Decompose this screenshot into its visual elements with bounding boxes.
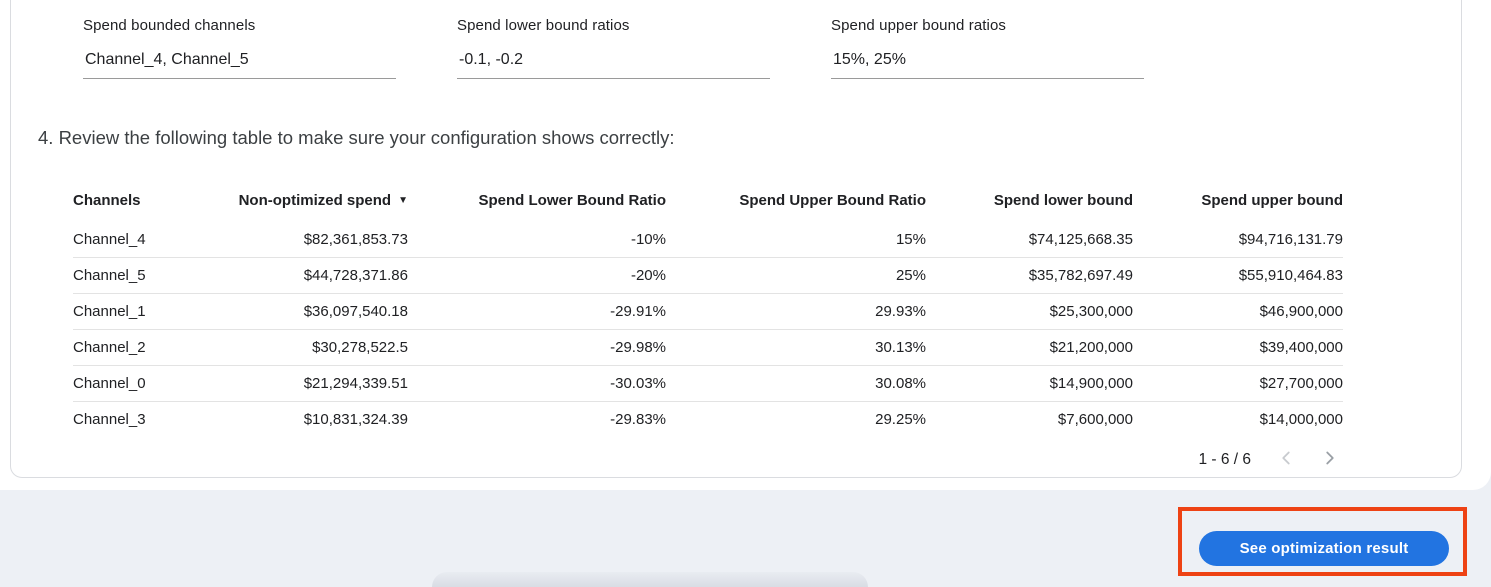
next-page-button[interactable]	[1317, 447, 1343, 473]
table-row: Channel_4 $82,361,853.73 -10% 15% $74,125,66…	[73, 222, 1343, 258]
value-cell: $21,294,339.51	[218, 365, 408, 402]
column-header-spend-lower-bound[interactable]: Spend lower bound	[993, 192, 1133, 209]
table-header-row: Channels Non-optimized spend ▼ Spend Lower …	[73, 186, 1343, 222]
value-cell: $10,831,324.39	[303, 411, 408, 428]
column-header-channels[interactable]: Channels	[73, 192, 141, 209]
value-cell: -29.98%	[408, 329, 666, 366]
channel-name-cell: Channel_4	[73, 222, 218, 258]
table-body: Channel_4 $82,361,853.73 -10% 15% $74,125,66…	[73, 222, 1343, 437]
chevron-right-icon	[1319, 447, 1341, 474]
highlight-rectangle	[1178, 507, 1467, 576]
channel-name-cell: Channel_1	[73, 293, 218, 330]
page-range-label: 1 - 6 / 6	[1198, 451, 1251, 468]
channel-name-cell: Channel_2	[73, 329, 218, 366]
value-cell: $94,716,131.79	[1133, 222, 1343, 258]
value-cell: -30.03%	[408, 365, 666, 402]
value-cell: $25,300,000	[926, 293, 1133, 330]
table-row: Channel_2 $30,278,522.5 -29.98% 30.13% $21,2…	[73, 329, 1343, 366]
value-cell: $35,782,697.49	[926, 257, 1133, 294]
field-spend-upper-bound-ratios: Spend upper bound ratios 15%, 25%	[831, 17, 1144, 79]
value-cell: -29.83%	[610, 411, 666, 428]
spend-lower-bound-ratios-input[interactable]: -0.1, -0.2	[457, 51, 770, 79]
field-label: Spend lower bound ratios	[457, 17, 630, 34]
see-optimization-result-button[interactable]: See optimization result	[1199, 531, 1449, 566]
table-row: Channel_3 $10,831,324.39 -29.83% 29.25% $7,6…	[73, 402, 1343, 438]
content-panel: Spend bounded channels Channel_4, Channe…	[0, 0, 1491, 490]
table-row: Channel_5 $44,728,371.86 -20% 25% $35,782,69…	[73, 257, 1343, 294]
value-cell: $21,200,000	[926, 329, 1133, 366]
bound-inputs-row: Spend bounded channels Channel_4, Channe…	[83, 17, 1461, 79]
channel-name-cell: Channel_3	[73, 411, 146, 428]
configuration-table: Channels Non-optimized spend ▼ Spend Lower …	[73, 186, 1343, 437]
column-header-non-optimized-spend[interactable]: Non-optimized spend ▼	[238, 192, 408, 209]
column-header-spend-lower-bound-ratio[interactable]: Spend Lower Bound Ratio	[478, 192, 667, 209]
sort-descending-icon: ▼	[398, 195, 408, 206]
spend-upper-bound-ratios-input[interactable]: 15%, 25%	[831, 51, 1144, 79]
field-label: Spend upper bound ratios	[831, 17, 1007, 34]
previous-page-button[interactable]	[1273, 447, 1299, 473]
configuration-card: Spend bounded channels Channel_4, Channe…	[10, 0, 1462, 478]
value-cell: 15%	[666, 222, 926, 258]
value-cell: -29.91%	[408, 293, 666, 330]
value-cell: 29.25%	[875, 411, 926, 428]
value-cell: $46,900,000	[1133, 293, 1343, 330]
value-cell: 30.08%	[666, 365, 926, 402]
field-spend-bounded-channels: Spend bounded channels Channel_4, Channe…	[83, 17, 396, 79]
chevron-left-icon	[1275, 447, 1297, 474]
value-cell: $27,700,000	[1133, 365, 1343, 402]
value-cell: 25%	[666, 257, 926, 294]
channel-name-cell: Channel_0	[73, 365, 218, 402]
value-cell: $14,000,000	[1259, 411, 1343, 428]
table-pagination: 1 - 6 / 6	[73, 447, 1343, 473]
value-cell: -20%	[408, 257, 666, 294]
channel-name-cell: Channel_5	[73, 257, 218, 294]
review-instruction: 4. Review the following table to make su…	[38, 127, 675, 148]
value-cell: 29.93%	[666, 293, 926, 330]
value-cell: $55,910,464.83	[1133, 257, 1343, 294]
value-cell: $30,278,522.5	[218, 329, 408, 366]
value-cell: $82,361,853.73	[218, 222, 408, 258]
value-cell: $7,600,000	[1057, 411, 1133, 428]
field-label: Spend bounded channels	[83, 17, 256, 34]
below-fold-element-shadow	[432, 572, 868, 587]
column-header-spend-upper-bound[interactable]: Spend upper bound	[1201, 192, 1343, 209]
value-cell: $39,400,000	[1133, 329, 1343, 366]
column-header-spend-upper-bound-ratio[interactable]: Spend Upper Bound Ratio	[739, 192, 926, 209]
field-spend-lower-bound-ratios: Spend lower bound ratios -0.1, -0.2	[457, 17, 770, 79]
value-cell: $74,125,668.35	[926, 222, 1133, 258]
value-cell: 30.13%	[666, 329, 926, 366]
value-cell: $44,728,371.86	[218, 257, 408, 294]
value-cell: -10%	[408, 222, 666, 258]
value-cell: $36,097,540.18	[218, 293, 408, 330]
spend-bounded-channels-input[interactable]: Channel_4, Channel_5	[83, 51, 396, 79]
table-row: Channel_1 $36,097,540.18 -29.91% 29.93% $25,…	[73, 293, 1343, 330]
table-row: Channel_0 $21,294,339.51 -30.03% 30.08% $14,…	[73, 365, 1343, 402]
value-cell: $14,900,000	[926, 365, 1133, 402]
